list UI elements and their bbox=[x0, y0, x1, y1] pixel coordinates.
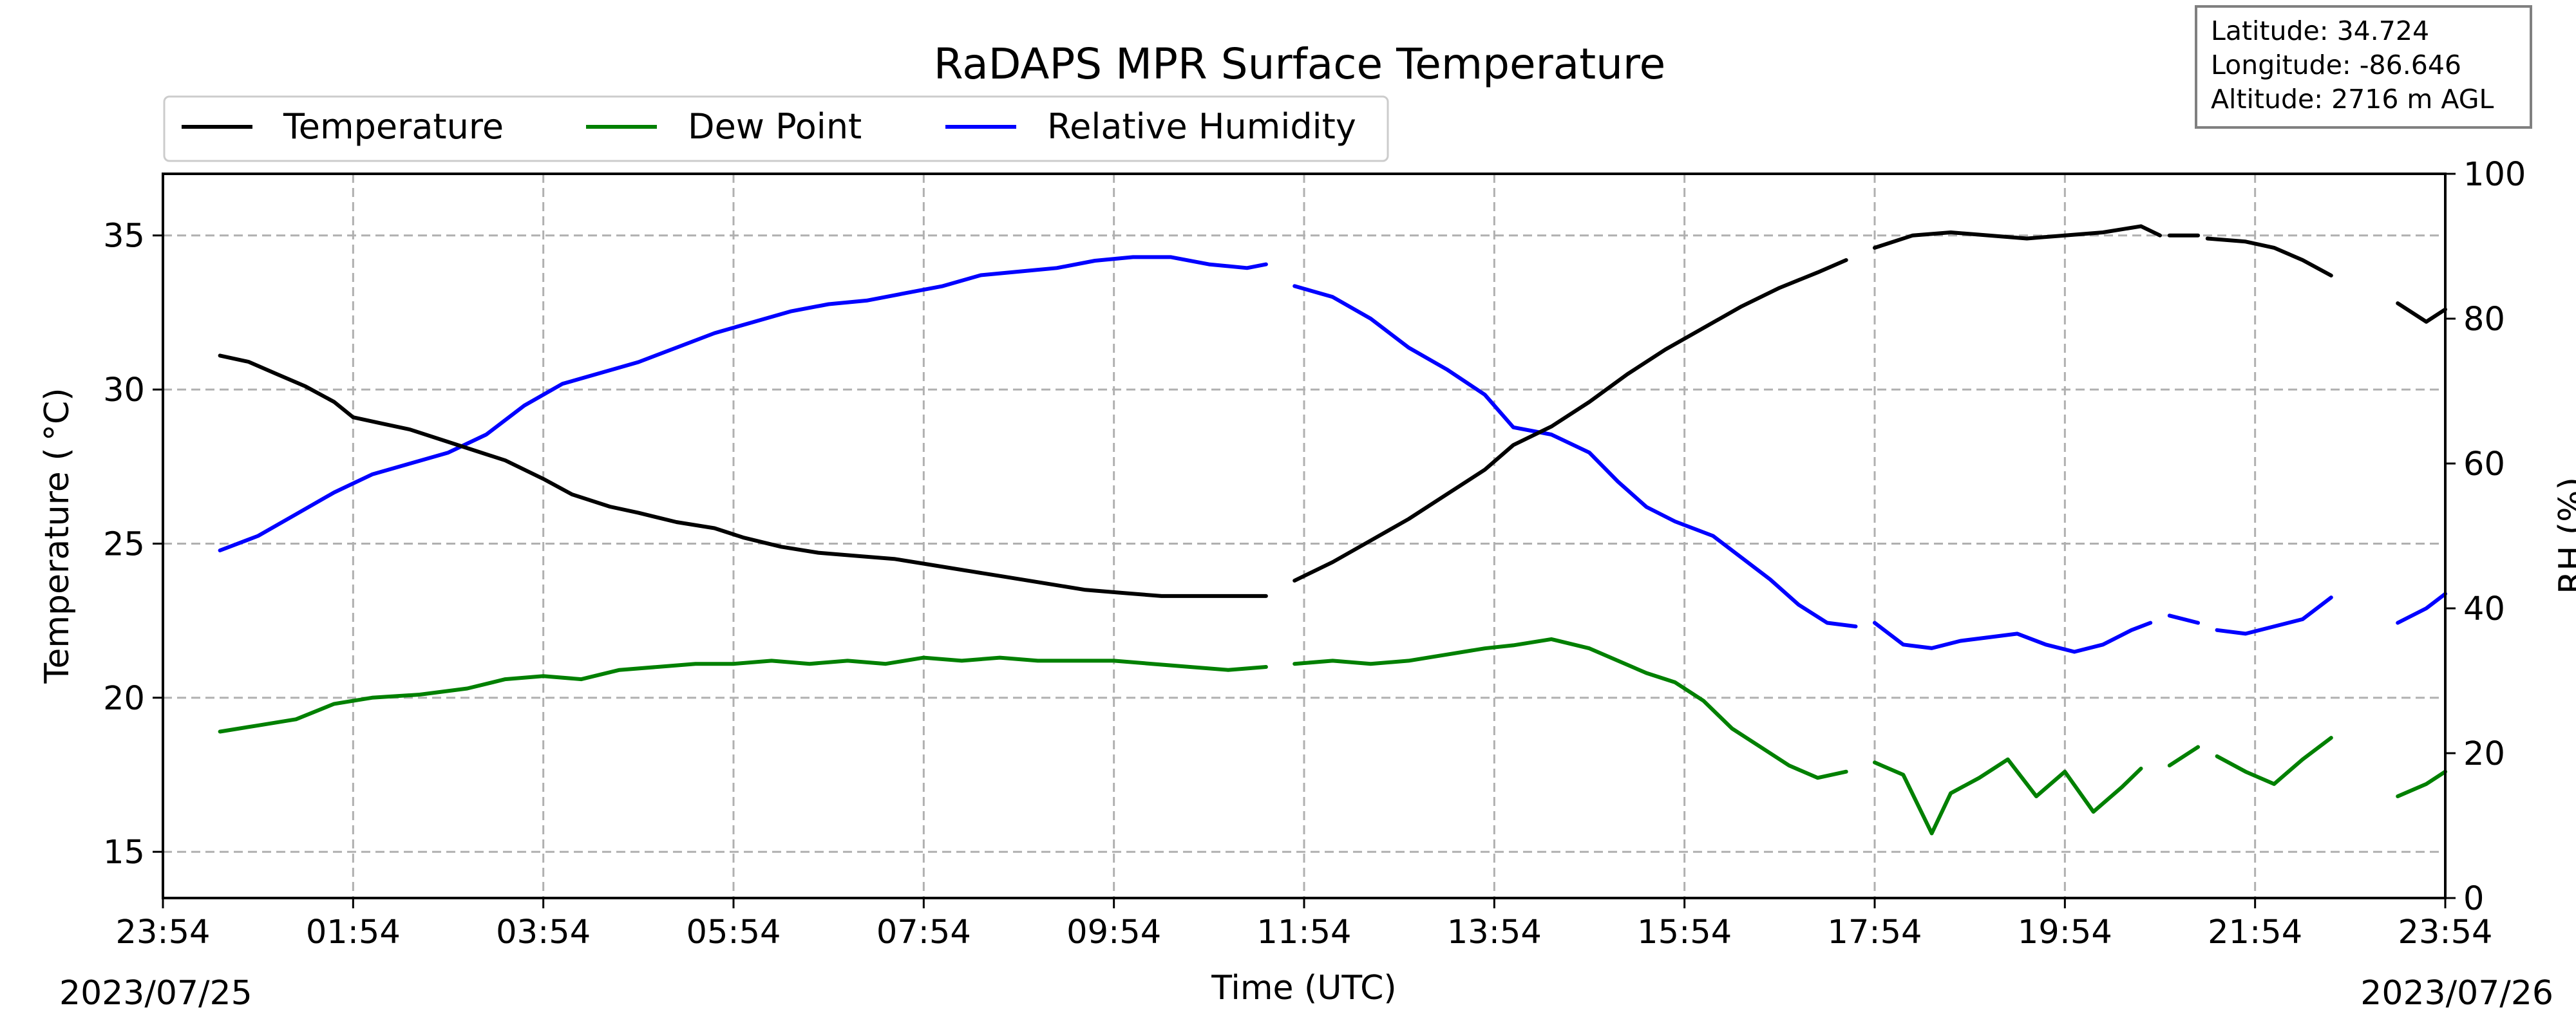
x-tick-label: 15:54 bbox=[1637, 913, 1732, 951]
x-tick-label: 19:54 bbox=[2018, 913, 2112, 951]
series-line-temperature bbox=[2205, 236, 2333, 277]
x-tick-label: 03:54 bbox=[496, 913, 591, 951]
y-left-tick-label: 15 bbox=[103, 834, 145, 872]
series-line-relative-humidity bbox=[218, 255, 1268, 552]
x-tick-label: 09:54 bbox=[1066, 913, 1161, 951]
series-line-dew-point bbox=[1873, 757, 2143, 836]
chart-title: RaDAPS MPR Surface Temperature bbox=[934, 39, 1665, 89]
series-line-dew-point bbox=[2167, 745, 2201, 768]
end-date-label: 2023/07/26 bbox=[2360, 974, 2553, 1013]
x-tick-label: 05:54 bbox=[687, 913, 781, 951]
x-tick-label: 21:54 bbox=[2208, 913, 2302, 951]
series-line-temperature bbox=[1293, 258, 1848, 583]
info-latitude: Latitude: 34.724 bbox=[2211, 15, 2429, 46]
series-line-relative-humidity bbox=[2167, 613, 2201, 625]
y-axis-left: 15 20 25 30 35 bbox=[103, 218, 163, 872]
y-right-tick-label: 60 bbox=[2463, 445, 2505, 483]
series-line-temperature bbox=[1873, 224, 2162, 250]
series-line-dew-point bbox=[1293, 637, 1848, 780]
x-tick-label: 23:54 bbox=[116, 913, 211, 951]
series-line-relative-humidity bbox=[1293, 284, 1858, 629]
info-altitude: Altitude: 2716 m AGL bbox=[2211, 84, 2494, 115]
x-tick-label: 17:54 bbox=[1828, 913, 1922, 951]
series-line-relative-humidity bbox=[1873, 621, 2153, 654]
x-tick-label: 23:54 bbox=[2398, 913, 2493, 951]
y-right-tick-label: 80 bbox=[2463, 301, 2505, 339]
info-box: Latitude: 34.724 Longitude: -86.646 Alti… bbox=[2195, 5, 2532, 129]
y-right-tick-label: 0 bbox=[2463, 880, 2484, 918]
y-right-tick-label: 40 bbox=[2463, 590, 2505, 628]
series-line-temperature bbox=[218, 353, 1268, 598]
info-box-frame bbox=[2195, 5, 2532, 129]
series-line-dew-point bbox=[2396, 769, 2447, 798]
series-line-dew-point bbox=[2215, 736, 2333, 786]
y-axis-left-title: Temperature ( °C) bbox=[38, 388, 77, 684]
legend: Temperature Dew Point Relative Humidity bbox=[163, 95, 1389, 162]
x-axis: 23:54 01:54 03:54 05:54 07:54 09:54 11:54 13:54… bbox=[116, 898, 2493, 951]
legend-label-relative-humidity: Relative Humidity bbox=[1047, 106, 1356, 147]
y-axis-right: 0 20 40 60 80 100 bbox=[2445, 156, 2526, 918]
legend-label-dew-point: Dew Point bbox=[688, 106, 862, 147]
legend-label-temperature: Temperature bbox=[283, 106, 504, 147]
y-left-tick-label: 25 bbox=[103, 525, 145, 563]
y-axis-right-title: RH (%) bbox=[2552, 477, 2576, 594]
x-tick-label: 13:54 bbox=[1447, 913, 1542, 951]
series-line-relative-humidity bbox=[2215, 595, 2333, 636]
y-left-tick-label: 20 bbox=[103, 680, 145, 718]
series-layer bbox=[218, 224, 2447, 836]
y-left-tick-label: 35 bbox=[103, 218, 145, 256]
y-right-tick-label: 20 bbox=[2463, 735, 2505, 773]
series-line-dew-point bbox=[218, 655, 1268, 734]
y-right-tick-label: 100 bbox=[2463, 156, 2526, 194]
series-line-temperature bbox=[2396, 301, 2447, 324]
info-longitude: Longitude: -86.646 bbox=[2211, 50, 2461, 80]
x-tick-label: 07:54 bbox=[876, 913, 971, 951]
x-axis-title: Time (UTC) bbox=[1211, 969, 1396, 1007]
x-tick-label: 11:54 bbox=[1257, 913, 1352, 951]
series-line-relative-humidity bbox=[2396, 592, 2447, 625]
start-date-label: 2023/07/25 bbox=[59, 974, 252, 1013]
legend-frame bbox=[163, 95, 1389, 162]
y-left-tick-label: 30 bbox=[103, 371, 145, 409]
x-tick-label: 01:54 bbox=[306, 913, 401, 951]
